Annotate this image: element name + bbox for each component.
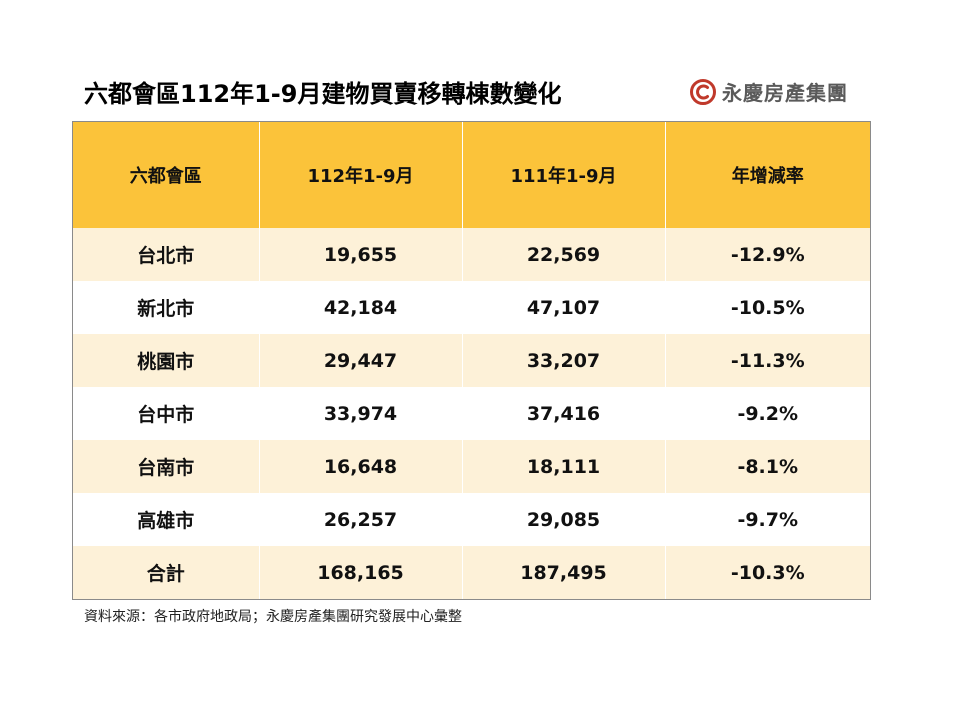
- table-row: 台南市 16,648 18,111 -8.1%: [73, 440, 870, 493]
- cell-112: 29,447: [259, 334, 463, 387]
- table-row: 台北市 19,655 22,569 -12.9%: [73, 228, 870, 281]
- source-note: 資料來源：各市政府地政局；永慶房產集團研究發展中心彙整: [84, 609, 462, 625]
- cell-112: 16,648: [259, 440, 463, 493]
- table-row: 台中市 33,974 37,416 -9.2%: [73, 387, 870, 440]
- cell-change: -9.7%: [665, 493, 870, 546]
- brand-logo-icon: [690, 78, 716, 105]
- cell-111: 18,111: [462, 440, 666, 493]
- brand-logo: 永慶房產集團: [689, 77, 848, 106]
- cell-city: 新北市: [73, 281, 260, 334]
- total-112: 168,165: [259, 546, 463, 599]
- header-111: 111年1-9月: [462, 122, 666, 228]
- header-112: 112年1-9月: [259, 122, 463, 228]
- cell-city: 台中市: [73, 387, 260, 440]
- cell-change: -9.2%: [665, 387, 870, 440]
- table-row: 高雄市 26,257 29,085 -9.7%: [73, 493, 870, 546]
- cell-111: 22,569: [462, 228, 666, 281]
- cell-112: 33,974: [259, 387, 463, 440]
- brand-logo-text: 永慶房產集團: [722, 81, 848, 105]
- cell-112: 19,655: [259, 228, 463, 281]
- cell-change: -8.1%: [665, 440, 870, 493]
- cell-111: 37,416: [462, 387, 666, 440]
- transfer-table: 六都會區 112年1-9月 111年1-9月 年增減率 台北市 19,655 2…: [72, 121, 871, 600]
- cell-111: 47,107: [462, 281, 666, 334]
- cell-change: -11.3%: [665, 334, 870, 387]
- total-label: 合計: [73, 546, 260, 599]
- cell-change: -10.5%: [665, 281, 870, 334]
- cell-111: 33,207: [462, 334, 666, 387]
- cell-city: 高雄市: [73, 493, 260, 546]
- cell-112: 26,257: [259, 493, 463, 546]
- cell-111: 29,085: [462, 493, 666, 546]
- table-total-row: 合計 168,165 187,495 -10.3%: [73, 546, 870, 599]
- cell-change: -12.9%: [665, 228, 870, 281]
- header-change: 年增減率: [665, 122, 870, 228]
- header-city: 六都會區: [73, 122, 260, 228]
- cell-112: 42,184: [259, 281, 463, 334]
- page-title: 六都會區112年1-9月建物買賣移轉棟數變化: [84, 80, 562, 108]
- cell-city: 台南市: [73, 440, 260, 493]
- cell-city: 桃園市: [73, 334, 260, 387]
- cell-city: 台北市: [73, 228, 260, 281]
- table-row: 新北市 42,184 47,107 -10.5%: [73, 281, 870, 334]
- total-111: 187,495: [462, 546, 666, 599]
- table-header-row: 六都會區 112年1-9月 111年1-9月 年增減率: [73, 122, 870, 228]
- table-row: 桃園市 29,447 33,207 -11.3%: [73, 334, 870, 387]
- total-change: -10.3%: [665, 546, 870, 599]
